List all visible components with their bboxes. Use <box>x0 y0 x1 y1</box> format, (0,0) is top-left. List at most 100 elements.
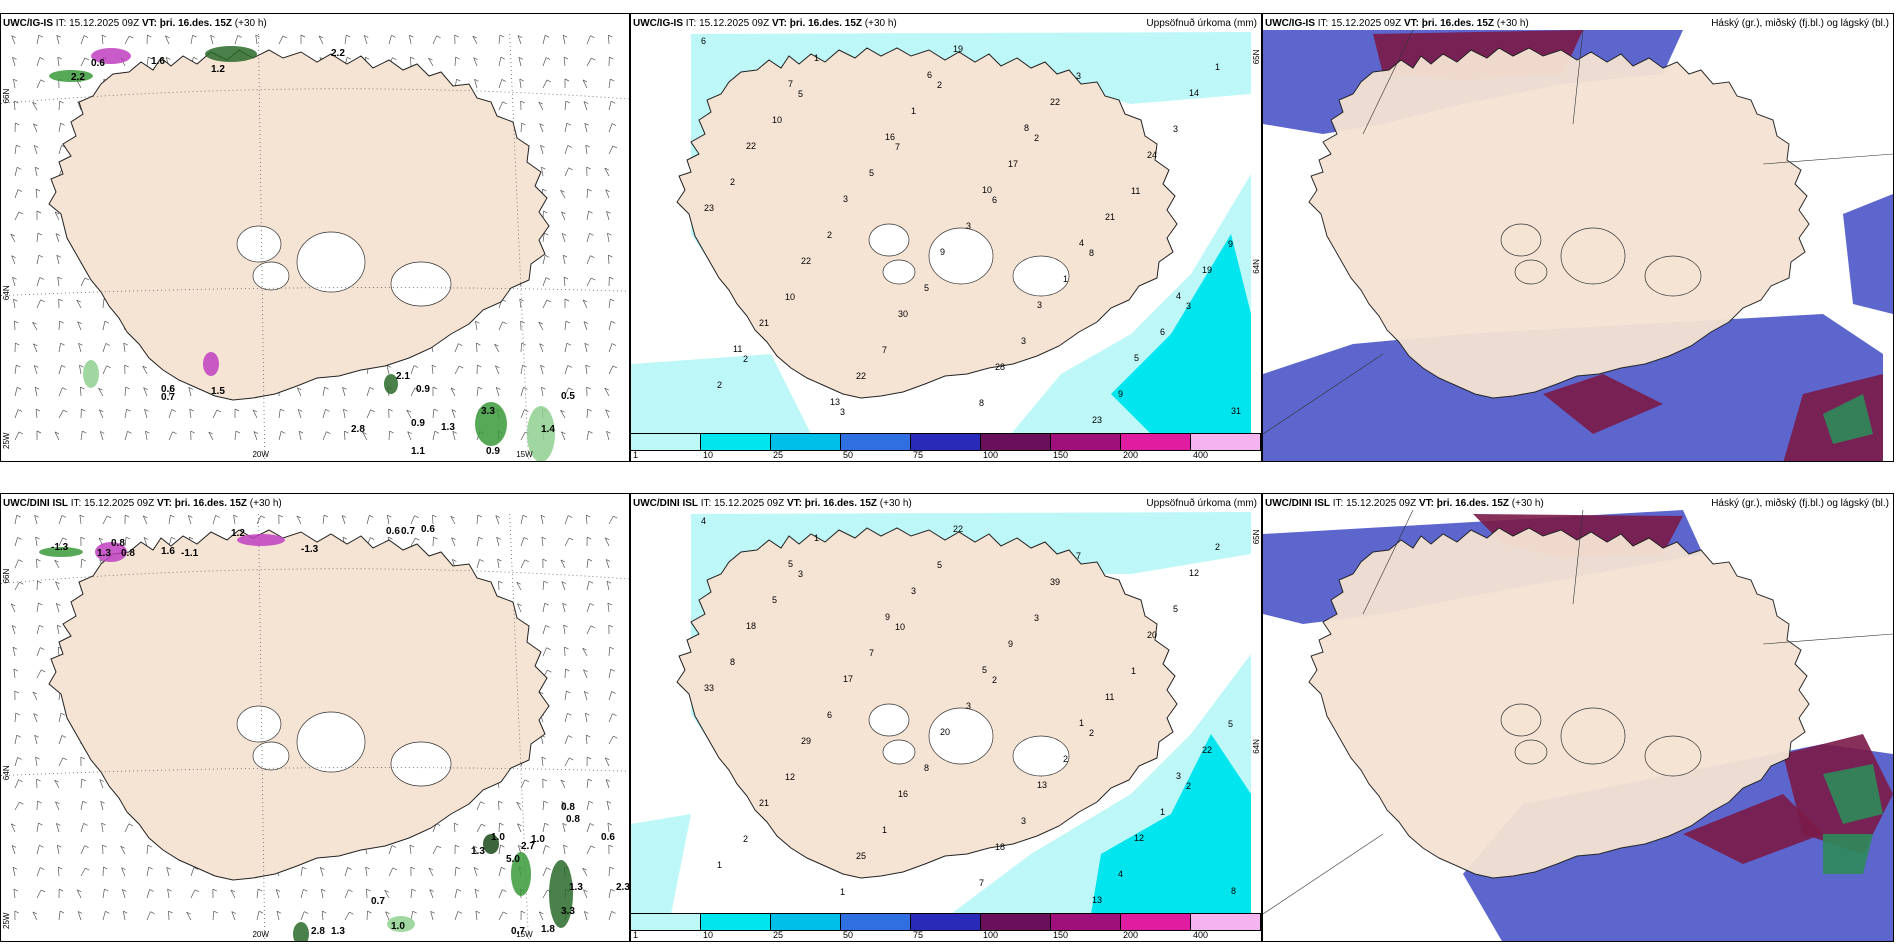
contour-value-label: 0.7 <box>401 526 415 537</box>
precip-value-label: 1 <box>1063 274 1068 284</box>
contour-value-label: 2.8 <box>311 926 325 937</box>
glacier-outline <box>1500 703 1542 737</box>
cloud-region <box>1823 834 1873 874</box>
precip-value-label: 30 <box>898 309 908 319</box>
precip-value-label: 3 <box>840 407 845 417</box>
precip-blob <box>205 46 257 62</box>
glacier <box>252 261 290 291</box>
precip-value-label: 4 <box>1079 238 1084 248</box>
precip-map: 4310222215315121775868342573211139112221… <box>631 512 1261 913</box>
contour-value-label: 1.3 <box>441 422 455 433</box>
glacier <box>928 707 994 765</box>
glacier <box>296 711 366 773</box>
precip-value-label: 22 <box>746 141 756 151</box>
iceland-land <box>48 529 550 881</box>
contour-value-label: 0.8 <box>566 814 580 825</box>
precip-value-label: 28 <box>995 362 1005 372</box>
precip-value-label: 16 <box>898 789 908 799</box>
precip-value-label: 2 <box>1089 728 1094 738</box>
colorbar-swatch <box>981 434 1051 450</box>
panel-title: UWC/DINI ISL IT: 15.12.2025 09Z VT: þri.… <box>633 498 912 509</box>
glacier <box>1012 255 1070 297</box>
glacier-outline <box>1644 735 1702 777</box>
contour-value-label: 0.6 <box>601 832 615 843</box>
panel-title: UWC/DINI ISL IT: 15.12.2025 09Z VT: þri.… <box>3 498 282 509</box>
colorbar-swatch <box>841 914 911 930</box>
precip-value-label: 5 <box>937 560 942 570</box>
panel-precip-dini: UWC/DINI ISL IT: 15.12.2025 09Z VT: þri.… <box>630 493 1262 942</box>
precip-value-label: 8 <box>979 398 984 408</box>
precip-value-label: 11 <box>1105 692 1114 702</box>
glacier-outline <box>1560 227 1626 285</box>
glacier <box>296 231 366 293</box>
colorbar-swatch <box>1051 434 1121 450</box>
contour-value-label: 0.8 <box>111 538 125 549</box>
contour-value-label: 0.6 <box>386 526 400 537</box>
colorbar-swatch <box>841 434 911 450</box>
cloud-region <box>1823 764 1883 824</box>
precip-blob <box>95 542 127 562</box>
contour-value-label: 0.9 <box>411 418 425 429</box>
precip-value-label: 1 <box>840 887 845 897</box>
precip-blob <box>384 374 398 394</box>
iceland-land <box>676 527 1178 879</box>
panel-variable-title: Háský (gr.), miðský (fj.bl.) og lágský (… <box>1711 18 1889 29</box>
precip-value-label: 5 <box>1173 604 1178 614</box>
axis-label: 64N <box>2 765 11 780</box>
contour-value-label: 1.0 <box>491 832 505 843</box>
colorbar-tick-label: 200 <box>1123 930 1139 940</box>
precip-value-label: 22 <box>801 256 811 266</box>
precip-value-label: 3 <box>1021 816 1026 826</box>
precip-value-label: 9 <box>885 612 890 622</box>
colorbar: 1 10 25 50 75 100 150 200 400 <box>631 913 1261 941</box>
precip-value-label: 10 <box>982 185 992 195</box>
precip-value-label: 4 <box>1118 869 1123 879</box>
colorbar-tick-label: 50 <box>843 450 854 460</box>
axis-label: 65N <box>1252 49 1261 64</box>
panel-wind-igis: UWC/IG-IS IT: 15.12.2025 09Z VT: þri. 16… <box>0 13 630 462</box>
colorbar-tick-label: 10 <box>703 450 714 460</box>
colorbar-swatch <box>631 434 701 450</box>
precip-value-label: 3 <box>1176 771 1181 781</box>
axis-label: 64N <box>1252 739 1261 754</box>
colorbar-swatch <box>911 914 981 930</box>
precip-value-label: 24 <box>1147 150 1157 160</box>
precip-value-label: 31 <box>1231 406 1241 416</box>
precip-value-label: 5 <box>924 283 929 293</box>
precip-value-label: 17 <box>843 674 853 684</box>
precip-value-label: 19 <box>1202 265 1212 275</box>
cloud-map <box>1263 29 1893 461</box>
contour-value-label: 3.3 <box>481 406 495 417</box>
colorbar-tick-label: 150 <box>1053 450 1069 460</box>
precip-value-label: 21 <box>1105 212 1115 222</box>
colorbar-tick-label: 25 <box>773 930 784 940</box>
panel-variable-title: Uppsöfnuð úrkoma (mm) <box>1146 18 1257 29</box>
precip-value-label: 7 <box>979 878 984 888</box>
precip-value-label: 23 <box>1092 415 1102 425</box>
precip-value-label: 2 <box>992 675 997 685</box>
wind-map: -1.3 0.81.3 0.8 1.6 -1.1 -1.31.2 0.6 0.7 0.60.80… <box>1 513 629 941</box>
precip-value-label: 22 <box>1050 97 1060 107</box>
precip-value-label: 5 <box>788 559 793 569</box>
axis-label: 64N <box>1252 259 1261 274</box>
precip-region <box>1111 234 1251 433</box>
colorbar-tick-label: 200 <box>1123 450 1139 460</box>
precip-value-label: 1 <box>1160 807 1165 817</box>
precip-value-label: 23 <box>704 203 714 213</box>
precip-region <box>631 814 691 913</box>
colorbar-tick-label: 25 <box>773 450 784 460</box>
contour-value-label: 1.0 <box>391 921 405 932</box>
contour-value-label: 1.3 <box>331 926 345 937</box>
contour-value-label: 1.3 <box>471 846 485 857</box>
glacier-outline <box>1560 707 1626 765</box>
precip-value-label: 2 <box>827 230 832 240</box>
precip-value-label: 9 <box>1228 239 1233 249</box>
contour-value-label: 1.4 <box>541 424 555 435</box>
precip-value-label: 20 <box>1147 630 1157 640</box>
precip-value-label: 5 <box>1228 719 1233 729</box>
precip-value-label: 22 <box>856 371 866 381</box>
glacier-outline <box>1500 223 1542 257</box>
colorbar-swatch <box>1121 434 1191 450</box>
colorbar-tick-label: 100 <box>983 450 999 460</box>
glacier-outline <box>1514 259 1548 285</box>
